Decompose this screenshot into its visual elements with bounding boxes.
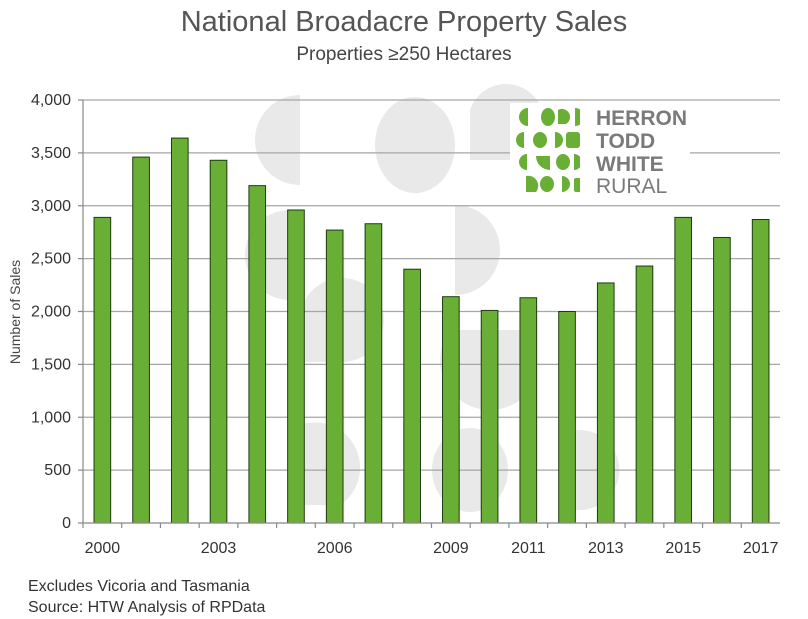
logo-mark-shape [519, 154, 527, 170]
bar-2017 [751, 218, 770, 524]
logo-line-todd: TODD [596, 130, 655, 153]
y-tick-label: 2,000 [31, 304, 71, 321]
bar-2011 [519, 297, 538, 524]
bar-2000 [93, 216, 112, 524]
logo-mark-shape [562, 176, 570, 192]
x-tick-labels: 2000 2003 2006 2009 2011 2013 2015 2017 [85, 540, 779, 557]
x-tick-label: 2015 [665, 540, 701, 557]
y-tick-label: 1,000 [31, 409, 71, 426]
logo-mark-shape [541, 108, 555, 126]
bar-2008 [403, 268, 421, 524]
y-tick-label: 0 [62, 515, 71, 532]
bar-2006 [325, 229, 344, 524]
y-tick-label: 4,000 [31, 92, 71, 109]
logo-mark-shape [533, 132, 547, 148]
logo-mark-shape [574, 178, 581, 192]
axes [78, 99, 780, 528]
logo-line-herron: HERRON [596, 107, 687, 130]
logo-line-white: WHITE [596, 153, 664, 176]
chart-subtitle: Properties ≥250 Hectares [296, 44, 512, 65]
y-tick-label: 1,500 [31, 356, 71, 373]
logo-mark-shape [540, 176, 554, 192]
bar-2003 [209, 159, 228, 524]
y-tick-label: 3,000 [31, 198, 71, 215]
bar-2002 [170, 137, 189, 524]
bar-2016 [713, 236, 731, 524]
chart-title: National Broadacre Property Sales [180, 6, 628, 38]
x-tick-label: 2011 [511, 540, 546, 557]
logo-mark-shape [555, 132, 563, 148]
footnote-source: Source: HTW Analysis of RPData [28, 599, 266, 616]
y-tick-label: 500 [44, 462, 71, 479]
x-tick-label: 2003 [201, 540, 237, 557]
logo-mark-shape [526, 175, 539, 192]
bar-2012 [558, 311, 576, 524]
x-tick-label: 2009 [433, 540, 469, 557]
bar-2014 [635, 265, 654, 524]
bar-2010 [480, 309, 499, 524]
logo-mark-shape [519, 108, 528, 126]
logo-mark-icon [510, 103, 588, 197]
x-tick-label: 2017 [743, 540, 779, 557]
y-tick-label: 2,500 [31, 251, 71, 268]
bar-2004 [248, 185, 267, 524]
logo-mark-shape [558, 108, 571, 124]
bar-2005 [287, 209, 305, 524]
bar-2001 [132, 156, 150, 524]
x-tick-label: 2013 [588, 540, 624, 557]
bars [93, 137, 770, 524]
y-gridlines [83, 99, 780, 471]
x-tick-label: 2000 [85, 540, 121, 557]
logo-line-rural: RURAL [596, 175, 667, 198]
bar-2007 [364, 223, 383, 524]
y-tick-labels: 0 500 1,000 1,500 2,000 2,500 3,000 3,500 4,000 [31, 92, 71, 532]
bar-2009 [442, 296, 460, 524]
logo-mark-shape [516, 132, 524, 148]
y-axis-label: Number of Sales [7, 260, 23, 364]
bar-2015 [674, 216, 693, 524]
logo-mark-shape [536, 156, 550, 170]
x-tick-label: 2006 [317, 540, 353, 557]
footnote-exclusions: Excludes Vicoria and Tasmania [28, 578, 250, 595]
logo-mark-shape [566, 132, 580, 148]
logo-mark-shape [556, 154, 570, 170]
y-tick-label: 3,500 [31, 145, 71, 162]
bar-2013 [596, 282, 615, 524]
htw-logo: HERRON TODD WHITE RURAL [510, 103, 690, 198]
